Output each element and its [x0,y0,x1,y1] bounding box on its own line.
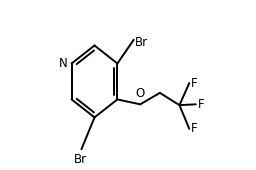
Text: F: F [191,122,198,135]
Text: N: N [59,57,68,70]
Text: F: F [191,76,198,90]
Text: Br: Br [135,36,148,49]
Text: F: F [198,98,204,111]
Text: O: O [136,87,145,100]
Text: Br: Br [74,153,87,166]
